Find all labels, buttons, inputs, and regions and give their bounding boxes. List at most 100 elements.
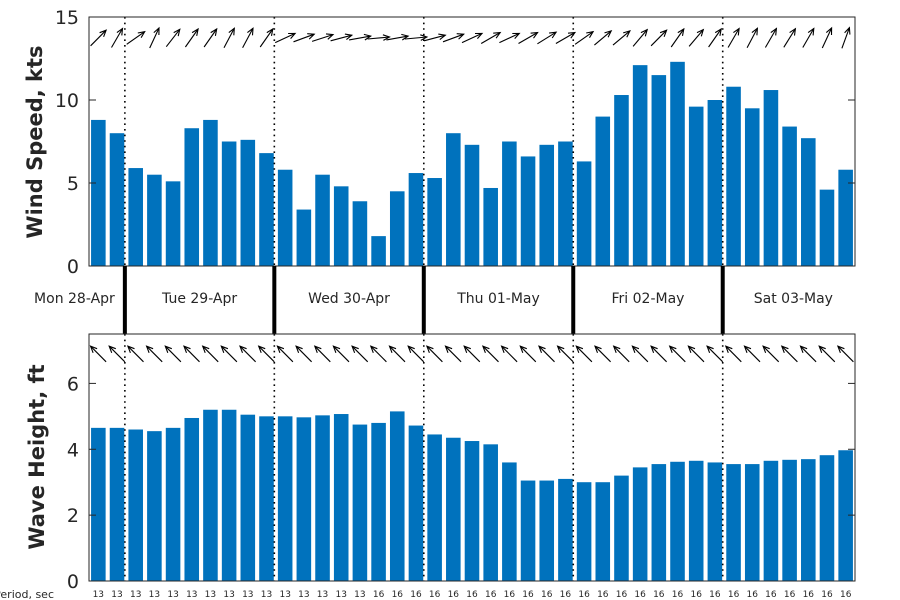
wave-bar [389, 411, 405, 581]
wave-bar [296, 417, 312, 581]
wave-direction-arrow-icon [332, 345, 350, 363]
period-value: 13 [149, 590, 160, 600]
wave-bar [838, 450, 853, 581]
wind-y-tick-label: 5 [67, 173, 79, 195]
day-label: Mon 28-Apr [34, 291, 115, 307]
wave-direction-arrow-icon [276, 345, 294, 363]
wave-bar [595, 482, 611, 581]
wind-y-tick-label: 10 [55, 90, 79, 112]
period-value: 13 [111, 590, 122, 600]
wave-direction-arrow-icon [126, 345, 144, 363]
wave-bar [221, 409, 237, 581]
wind-direction-arrow-icon [670, 27, 685, 48]
day-labels-band: Mon 28-Apr Tue 29-Apr Wed 30-Apr Thu 01-May… [34, 266, 833, 334]
period-value: 16 [765, 590, 777, 600]
wind-bar [801, 138, 816, 266]
wave-bar [184, 417, 200, 581]
wave-bar [315, 415, 330, 581]
wave-direction-arrow-icon [780, 345, 798, 363]
wave-axes-box [88, 333, 856, 582]
wind-bar [259, 153, 274, 266]
period-value: 16 [597, 590, 609, 600]
period-value: 13 [93, 590, 104, 600]
period-value: 16 [634, 590, 646, 600]
period-value: 13 [261, 590, 272, 600]
wave-direction-arrow-icon [594, 345, 611, 363]
wind-direction-arrow-icon [821, 26, 833, 49]
wind-direction-arrow-icon [574, 30, 595, 45]
wind-bar [109, 133, 125, 266]
wind-direction-arrow-icon [746, 27, 759, 48]
wind-direction-arrow-icon [688, 28, 705, 47]
wind-direction-arrow-icon [404, 34, 429, 41]
period-value: 13 [242, 590, 253, 600]
wave-direction-arrow-icon [836, 345, 854, 363]
wind-bar [576, 161, 592, 266]
period-value: 16 [653, 590, 665, 600]
wave-bar [483, 444, 498, 581]
wind-bar [744, 108, 760, 266]
wave-direction-arrow-icon [631, 345, 649, 363]
wave-y-tick-label: 6 [67, 373, 79, 395]
period-value: 13 [279, 590, 290, 600]
wave-bar [352, 424, 368, 581]
wind-bar [128, 168, 143, 266]
period-value: 16 [429, 590, 441, 600]
wind-direction-arrow-icon [708, 27, 722, 48]
wind-direction-arrow-icon [293, 33, 316, 43]
wave-bar [203, 409, 218, 581]
period-label: Period, sec [0, 588, 54, 600]
wind-direction-arrow-icon [461, 32, 484, 44]
period-value: 16 [709, 590, 721, 600]
wind-direction-arrow-icon [367, 34, 391, 41]
wave-direction-arrow-icon [799, 345, 817, 363]
wind-bar [632, 65, 648, 266]
wave-direction-arrow-icon [89, 345, 107, 363]
wave-direction-arrow-icon [706, 345, 724, 363]
wave-bar [91, 427, 106, 581]
wind-bar [184, 128, 200, 266]
wind-direction-arrow-icon [537, 31, 558, 45]
wind-bar [763, 90, 779, 266]
wave-bar [502, 462, 517, 581]
wind-bar [539, 144, 555, 266]
wave-bar [632, 467, 648, 581]
wave-bar [520, 480, 536, 581]
wind-direction-arrow-icon [555, 31, 577, 44]
wind-direction-arrow-icon [783, 27, 797, 48]
wind-bar [333, 186, 349, 266]
wind-bar [726, 86, 741, 266]
day-label: Sat 03-May [754, 291, 833, 307]
wave-direction-arrow-icon [108, 345, 126, 363]
wind-direction-arrow-icon [184, 27, 199, 48]
wind-direction-arrow-icon [90, 29, 108, 47]
wave-direction-arrow-icon [369, 345, 387, 363]
wave-direction-arrow-icon [463, 345, 481, 363]
wave-direction-arrow-icon [481, 345, 499, 363]
wave-bar [446, 437, 461, 581]
wind-bar [91, 119, 106, 266]
day-label: Wed 30-Apr [308, 291, 390, 307]
wave-bar [782, 459, 797, 581]
wind-bar [782, 126, 797, 266]
wind-direction-arrow-icon [727, 27, 740, 48]
wave-y-tick-label: 2 [67, 505, 79, 527]
wave-direction-arrow-icon [388, 345, 406, 363]
wave-bar [614, 475, 629, 581]
period-value: 16 [784, 590, 796, 600]
wind-bar [203, 119, 218, 266]
wave-height-panel: 0 2 4 6 [67, 333, 856, 593]
wind-bar [707, 100, 723, 266]
wave-bar [688, 460, 704, 581]
wind-bar [427, 178, 442, 266]
period-value: 16 [821, 590, 833, 600]
wave-bar [819, 455, 835, 581]
period-value: 13 [205, 590, 216, 600]
wind-direction-arrow-icon [802, 27, 815, 48]
wind-direction-arrow-icon [594, 30, 613, 46]
period-value: 16 [616, 590, 628, 600]
wind-bar [595, 116, 611, 266]
wave-direction-arrow-icon [650, 345, 667, 363]
wave-direction-arrow-icon [818, 345, 836, 363]
wind-bar [464, 144, 480, 266]
